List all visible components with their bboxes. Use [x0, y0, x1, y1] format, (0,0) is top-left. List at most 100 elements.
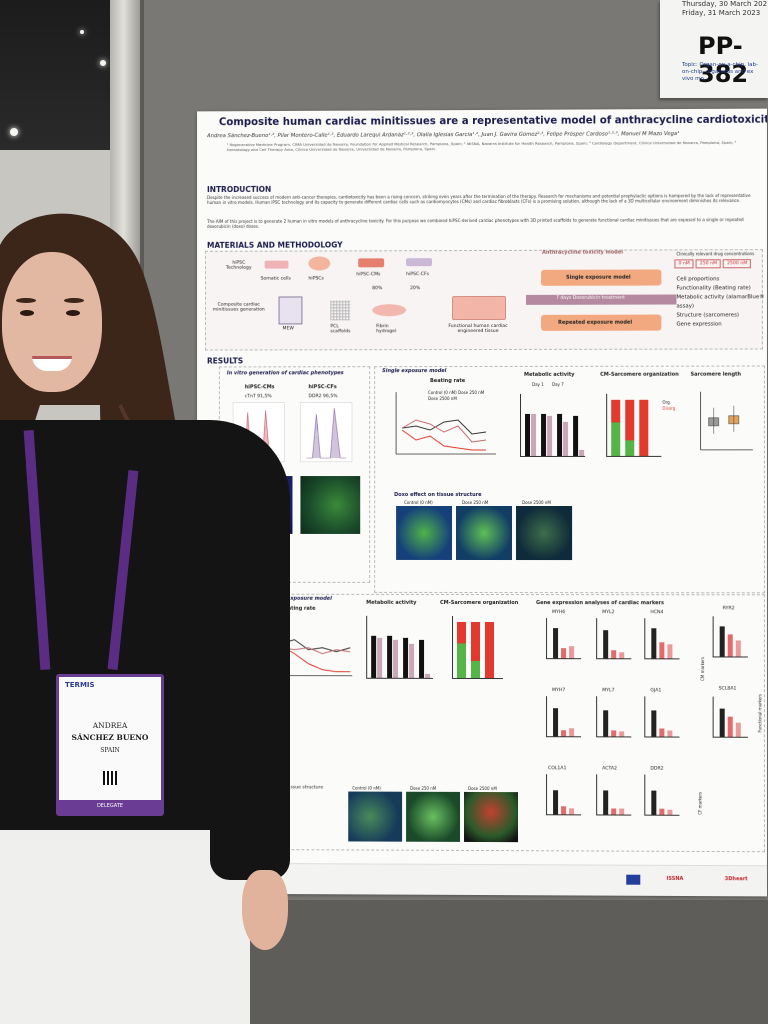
bar: [625, 400, 634, 456]
bar: [485, 622, 494, 678]
eye: [20, 310, 34, 316]
readout-item: Cell proportions: [676, 275, 767, 284]
gene-label: GJA1: [650, 688, 661, 693]
pcl-scaffold-icon: [330, 300, 350, 320]
legend-org: Org.: [662, 400, 671, 405]
micro-label: Control (0 nM): [352, 786, 381, 791]
pcl-label: PCL scaffolds: [330, 324, 352, 334]
cm-markers-label: CM markers: [700, 657, 705, 681]
badge-logo: TERMIS: [65, 681, 95, 689]
flow-histogram-cfs: [300, 402, 352, 462]
bar: [387, 636, 392, 678]
bar: [573, 416, 578, 456]
ddr2-value: DDR2 96,5%: [308, 394, 337, 399]
hipsc-cms-icon: [358, 258, 384, 267]
eu-flag-icon: [626, 875, 640, 885]
bar: [659, 809, 664, 815]
somatic-cells-icon: [265, 261, 289, 269]
bar: [639, 400, 648, 456]
micrograph-control: [396, 506, 452, 560]
hipsc-cfs-icon: [406, 258, 432, 266]
bar: [541, 414, 546, 456]
poster-number-card: Thursday, 30 March 202 Friday, 31 March …: [660, 0, 768, 98]
bar: [619, 652, 624, 658]
bar: [611, 730, 616, 736]
bar: [611, 650, 616, 658]
gene-label: MYL7: [602, 688, 614, 693]
functional-tissue-label: Functional human cardiac engineered tiss…: [440, 324, 516, 334]
qr-code-icon: [103, 771, 117, 785]
micro-label: Dose 250 nM: [462, 500, 488, 505]
bar: [651, 628, 656, 658]
bar: [619, 731, 624, 736]
legend-day7: Day 7: [552, 382, 564, 387]
bar: [569, 646, 574, 658]
bar: [419, 640, 424, 678]
person-hand: [242, 870, 288, 950]
gene-label: HCN4: [650, 610, 663, 615]
3dheart-logo: 3Dheart: [725, 876, 748, 882]
badge-role: DELEGATE: [59, 800, 161, 813]
gene-label: ACTA2: [602, 766, 617, 771]
bar: [611, 400, 620, 456]
ceiling-light: [80, 30, 84, 34]
micrograph-2500: [516, 506, 572, 560]
mew-label: MEW: [283, 326, 294, 331]
repeated-sarcomere-chart: [452, 616, 503, 679]
sarcomere-org-chart: [606, 394, 661, 457]
bar: [579, 450, 584, 456]
readout-item: Metabolic activity (alamarBlue® assay): [676, 293, 767, 311]
bar: [531, 414, 536, 456]
micrograph-cfs: [300, 476, 360, 534]
bar: [667, 644, 672, 658]
metabolic-chart: [520, 394, 585, 457]
badge-country: SPAIN: [59, 747, 161, 754]
sarcomere-length-chart: [697, 390, 755, 454]
ceiling-light: [100, 60, 106, 66]
person-face: [2, 252, 102, 392]
bar: [525, 414, 530, 456]
gene-label: DDR2: [650, 767, 663, 772]
card-topic: Topic: Organ-on-a-chip, lab-on-chip, org…: [682, 62, 766, 83]
hipsc-icon: [308, 256, 330, 270]
engineered-tissue-icon: [452, 296, 506, 320]
intro-aim: The AIM of this project is to generate 2…: [207, 217, 762, 229]
issna-logo: ISSNA: [666, 876, 683, 882]
gene-chart: [644, 618, 679, 659]
single-model-label: Single exposure model: [566, 275, 631, 281]
badge-last-name: SÁNCHEZ BUENO: [59, 733, 161, 742]
single-title: Single exposure model: [382, 368, 446, 374]
bar: [659, 729, 664, 737]
bar: [611, 808, 616, 814]
bar: [651, 710, 656, 736]
bar: [619, 809, 624, 815]
repeated-metabolic-chart: [366, 616, 433, 679]
functional-markers-label: Functional markers: [758, 694, 763, 732]
gene-label: SCL8A1: [719, 687, 737, 692]
conc-chip: 0 nM: [674, 259, 693, 268]
gene-chart: [644, 696, 679, 737]
gene-chart: [546, 774, 581, 815]
repeated-micrograph-control: [348, 792, 402, 842]
cfs-label: hiPSC-CFs: [308, 384, 336, 390]
legend-control: Control (0 nM): [428, 390, 457, 395]
micrograph-250: [456, 506, 512, 560]
legend-2500: Dose 2500 nM: [428, 396, 457, 401]
bar: [603, 630, 608, 658]
cm-percent: 80%: [372, 286, 382, 291]
tissue-structure-label: Tissue structure: [287, 785, 324, 790]
gene-chart: [596, 696, 631, 737]
bar: [561, 648, 566, 658]
bar: [393, 640, 398, 678]
readout-item: Functionality (Beating rate): [676, 284, 767, 293]
fibrin-label: Fibrin hydrogel: [376, 324, 402, 334]
toxicity-title: Anthracycline toxicity model: [542, 250, 623, 256]
bar: [471, 622, 480, 678]
eyebrow: [64, 298, 84, 303]
doxo-treatment-label: 7 days Doxorubicin treatment: [556, 296, 625, 301]
repeated-micrograph-2500: [464, 792, 518, 842]
bar: [667, 731, 672, 737]
readout-list: Cell proportions Functionality (Beating …: [676, 275, 767, 329]
gene-label: MYL2: [602, 610, 614, 615]
